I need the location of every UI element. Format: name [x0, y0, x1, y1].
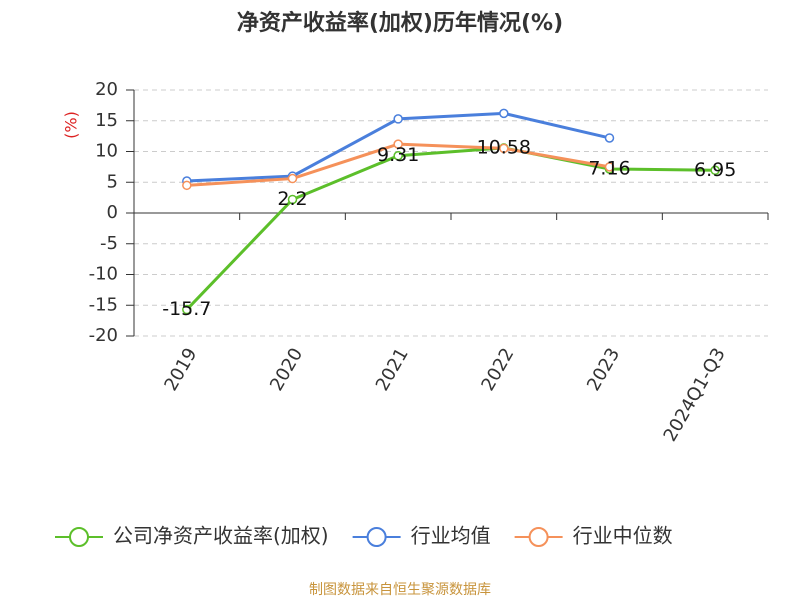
data-point — [393, 150, 403, 161]
data-point — [604, 133, 615, 143]
x-tick-label: 2024Q1-Q3 — [660, 345, 730, 446]
data-point — [182, 304, 192, 315]
data-point — [287, 173, 298, 184]
legend-label: 行业中位数 — [573, 524, 673, 548]
x-tick-label: 2019 — [160, 345, 201, 395]
data-point — [182, 180, 192, 191]
legend-marker — [69, 527, 89, 547]
x-tick-label: 2022 — [477, 345, 518, 395]
data-label: 6.95 — [694, 159, 736, 181]
y-tick-label: 0 — [107, 202, 118, 223]
data-label: 9.31 — [377, 144, 419, 166]
y-tick-label: 10 — [95, 141, 118, 162]
data-point — [604, 162, 615, 172]
legend-marker — [528, 527, 549, 547]
data-label: -15.7 — [162, 298, 211, 320]
legend: 公司净资产收益率(加权) 行业均值 行业中位数 — [55, 524, 673, 548]
series-line — [185, 146, 716, 311]
y-tick-label: 15 — [95, 110, 118, 131]
data-label: 7.16 — [588, 157, 630, 179]
x-tick-label: 2021 — [372, 345, 413, 395]
y-tick-label: -20 — [89, 325, 118, 346]
data-label: 10.58 — [477, 136, 531, 158]
source-note: 制图数据来自恒生聚源数据库 — [309, 582, 491, 598]
y-axis-label: (%) — [62, 111, 81, 139]
data-point — [393, 114, 403, 124]
y-tick-label: -5 — [100, 233, 118, 254]
data-point — [393, 139, 403, 149]
y-tick-label: 20 — [95, 79, 118, 100]
data-point — [287, 194, 298, 205]
legend-label: 公司净资产收益率(加权) — [113, 524, 329, 548]
y-tick-label: 5 — [107, 171, 118, 192]
x-tick-label: 2020 — [266, 345, 307, 395]
data-point — [499, 143, 509, 154]
y-tick-label: -15 — [89, 294, 118, 315]
legend-label: 行业均值 — [411, 524, 491, 548]
data-label: 2.2 — [277, 188, 307, 210]
data-point — [499, 108, 509, 119]
x-tick-label: 2023 — [583, 345, 624, 395]
y-tick-label: -10 — [89, 264, 118, 285]
legend-marker — [366, 527, 387, 547]
chart-title: 净资产收益率(加权)历年情况(%) — [237, 10, 563, 36]
data-point — [710, 165, 720, 176]
